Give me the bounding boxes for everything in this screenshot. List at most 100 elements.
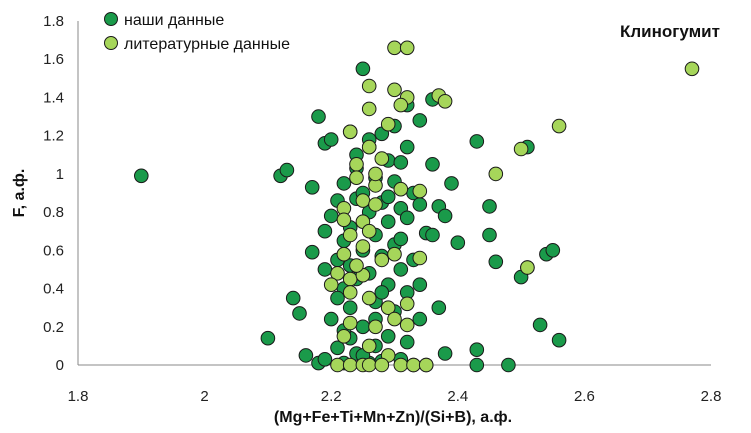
legend-marker-literature-data [104,36,118,50]
data-point-our-data [501,357,516,373]
data-point-our-data [380,329,396,344]
data-point-literature-data [342,285,358,300]
data-point-our-data [412,311,428,327]
data-point-our-data [482,227,497,243]
data-point-our-data [336,176,352,191]
data-point-literature-data [393,181,409,197]
y-tick-label: 0.8 [43,204,64,221]
data-point-our-data [431,300,447,316]
data-point-our-data [469,357,485,373]
data-point-literature-data [387,246,402,262]
data-point-our-data [355,61,371,77]
legend: наши данные литературные данные [104,12,290,53]
data-point-literature-data [380,116,396,132]
data-point-literature-data [361,338,377,354]
data-point-literature-data [412,250,428,266]
data-point-our-data [425,227,440,243]
data-point-our-data [304,244,320,260]
data-point-literature-data [342,227,358,243]
y-tick-label: 1.2 [43,128,64,145]
data-point-our-data [393,231,409,247]
data-point-literature-data [361,223,377,239]
y-tick-label: 1.6 [43,51,64,68]
y-tick-label: 0 [56,357,64,374]
data-point-literature-data [361,101,377,117]
data-point-our-data [355,319,371,335]
data-point-our-data [317,223,333,239]
data-point-literature-data [488,166,504,182]
data-points [134,40,700,373]
data-point-our-data [551,332,567,348]
chart-title: Клиногумит [620,22,720,41]
data-point-literature-data [355,193,371,208]
data-point-our-data [450,235,466,250]
y-axis-label: F, а.ф. [11,169,28,218]
data-point-our-data [393,155,409,170]
x-tick-label: 2.2 [321,388,342,405]
data-point-literature-data [330,266,345,281]
data-point-our-data [469,134,485,149]
data-point-literature-data [399,317,415,333]
data-point-our-data [444,176,459,191]
data-point-literature-data [387,40,402,56]
data-point-our-data [323,132,339,147]
data-point-our-data [380,189,396,205]
y-tick-label: 0.6 [43,242,64,259]
data-point-literature-data [437,94,453,109]
legend-label-literature-data: литературные данные [124,36,290,53]
data-point-literature-data [336,212,352,228]
data-point-our-data [330,340,345,356]
data-point-our-data [399,334,415,350]
data-point-our-data [292,306,307,321]
data-point-literature-data [349,157,364,172]
data-point-our-data [399,210,415,226]
x-tick-label: 2.4 [447,388,468,405]
data-point-our-data [393,262,409,277]
data-point-literature-data [368,166,383,182]
data-point-literature-data [342,271,358,287]
data-point-literature-data [418,357,434,373]
y-tick-label: 1 [56,166,64,183]
data-point-literature-data [323,277,339,293]
data-point-our-data [323,311,339,327]
data-point-literature-data [520,260,535,275]
data-point-our-data [469,342,485,358]
data-point-literature-data [551,118,567,134]
data-point-literature-data [513,141,529,157]
data-point-literature-data [399,296,415,312]
y-tick-label: 0.4 [43,281,64,298]
data-point-our-data [488,254,504,270]
data-point-our-data [323,208,339,224]
data-point-our-data [532,317,548,333]
data-point-literature-data [336,329,352,344]
data-point-literature-data [412,183,428,199]
data-point-literature-data [684,61,700,77]
data-point-literature-data [342,315,358,331]
data-point-our-data [412,113,428,128]
y-tick-labels: 0 0.2 0.4 0.6 0.8 1 1.2 1.4 1.6 1.8 [43,13,64,374]
data-point-literature-data [406,357,421,373]
data-point-literature-data [361,290,377,306]
data-point-literature-data [374,252,390,268]
x-tick-label: 2.8 [701,388,722,405]
data-point-our-data [304,180,320,195]
data-point-literature-data [387,82,402,98]
data-point-our-data [317,262,333,277]
data-point-literature-data [399,40,415,56]
data-point-literature-data [374,151,390,166]
data-point-our-data [412,277,428,293]
data-point-literature-data [393,97,409,113]
data-point-literature-data [349,170,364,185]
data-point-literature-data [336,246,352,262]
data-point-our-data [330,290,345,306]
data-point-literature-data [330,357,345,373]
y-tick-label: 0.2 [43,319,64,336]
data-point-our-data [285,290,301,306]
data-point-literature-data [361,357,377,373]
data-point-our-data [260,330,276,346]
data-point-literature-data [349,258,364,273]
data-point-literature-data [361,139,377,155]
x-tick-labels: 1.8 2 2.2 2.4 2.6 2.8 [68,388,722,405]
data-point-literature-data [361,78,377,94]
